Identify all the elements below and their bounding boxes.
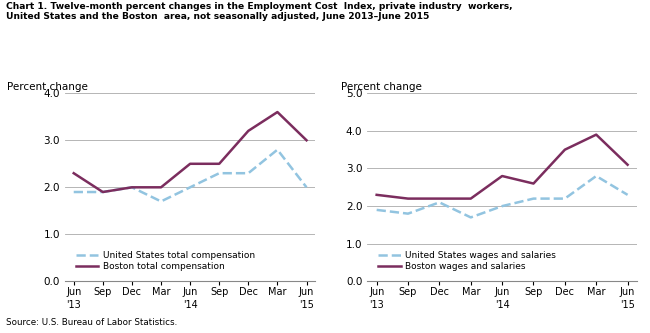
United States wages and salaries	[592, 174, 600, 178]
United States total compensation	[186, 185, 194, 189]
United States wages and salaries	[498, 204, 506, 208]
United States wages and salaries	[372, 208, 380, 212]
Text: '14: '14	[183, 300, 198, 310]
United States wages and salaries	[436, 200, 443, 204]
Boston wages and salaries	[436, 196, 443, 200]
United States total compensation	[128, 185, 136, 189]
Text: Source: U.S. Bureau of Labor Statistics.: Source: U.S. Bureau of Labor Statistics.	[6, 318, 177, 327]
Legend: United States wages and salaries, Boston wages and salaries: United States wages and salaries, Boston…	[374, 247, 560, 275]
Boston wages and salaries	[467, 196, 474, 200]
Boston total compensation	[128, 185, 136, 189]
Boston wages and salaries	[498, 174, 506, 178]
Legend: United States total compensation, Boston total compensation: United States total compensation, Boston…	[72, 247, 259, 275]
United States total compensation	[157, 199, 165, 203]
Boston wages and salaries	[372, 193, 380, 197]
Text: Percent change: Percent change	[341, 82, 422, 92]
United States total compensation	[215, 171, 223, 175]
Line: United States total compensation: United States total compensation	[73, 150, 307, 201]
Text: '15: '15	[620, 300, 635, 310]
Boston total compensation	[70, 171, 77, 175]
Line: Boston total compensation: Boston total compensation	[73, 112, 307, 192]
Text: Percent change: Percent change	[6, 82, 87, 92]
United States total compensation	[99, 190, 107, 194]
United States wages and salaries	[404, 212, 412, 216]
United States wages and salaries	[467, 215, 474, 219]
United States total compensation	[274, 148, 281, 152]
United States total compensation	[70, 190, 77, 194]
United States wages and salaries	[530, 196, 538, 200]
Boston total compensation	[215, 162, 223, 166]
Text: '13: '13	[66, 300, 81, 310]
United States total compensation	[303, 185, 311, 189]
Text: Chart 1. Twelve-month percent changes in the Employment Cost  Index, private ind: Chart 1. Twelve-month percent changes in…	[6, 2, 513, 21]
Text: '15: '15	[299, 300, 314, 310]
Text: '13: '13	[369, 300, 384, 310]
Boston wages and salaries	[561, 148, 569, 152]
Boston total compensation	[274, 110, 281, 114]
Text: '14: '14	[495, 300, 510, 310]
Boston total compensation	[303, 138, 311, 142]
United States wages and salaries	[561, 196, 569, 200]
Line: United States wages and salaries: United States wages and salaries	[376, 176, 628, 217]
Boston total compensation	[244, 129, 252, 133]
United States total compensation	[244, 171, 252, 175]
Boston wages and salaries	[592, 133, 600, 137]
Boston wages and salaries	[624, 163, 632, 167]
United States wages and salaries	[624, 193, 632, 197]
Boston total compensation	[99, 190, 107, 194]
Boston total compensation	[186, 162, 194, 166]
Line: Boston wages and salaries: Boston wages and salaries	[376, 135, 628, 198]
Boston wages and salaries	[530, 181, 538, 185]
Boston total compensation	[157, 185, 165, 189]
Boston wages and salaries	[404, 196, 412, 200]
